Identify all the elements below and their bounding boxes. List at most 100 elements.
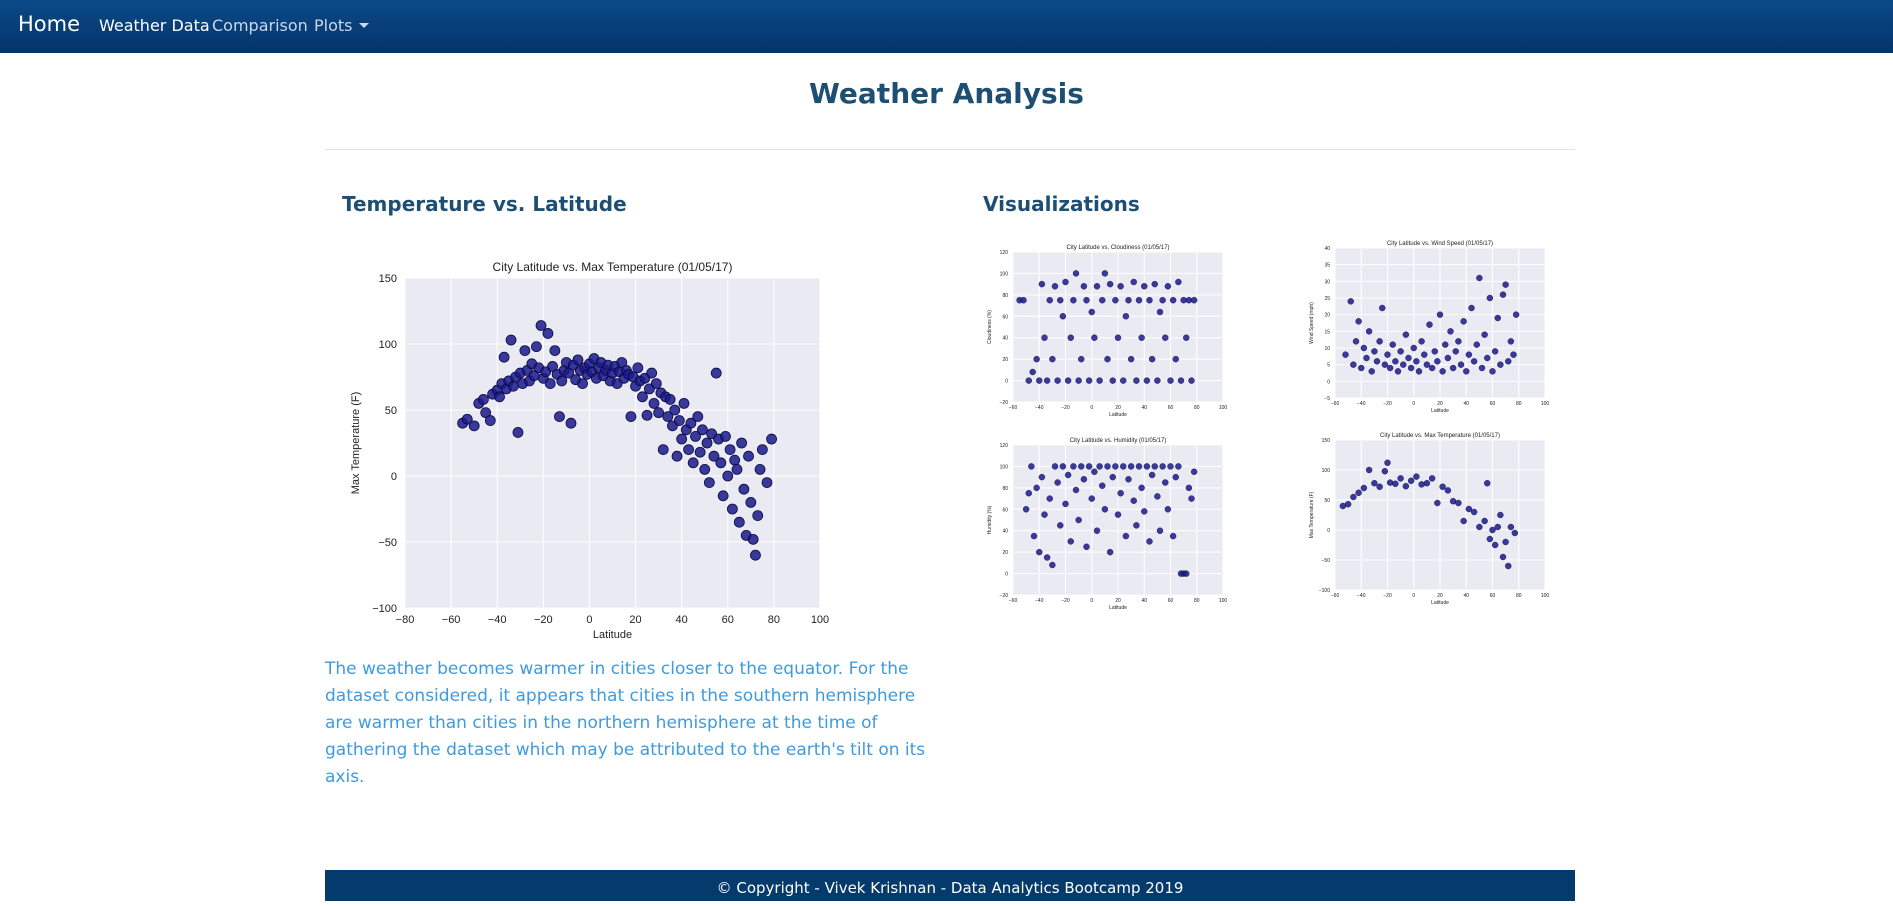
scatter-point [726,503,738,515]
scatter-point [1133,522,1140,529]
scatter-point [1484,354,1491,362]
scatter-point [1410,344,1417,352]
scatter-point [1083,543,1090,550]
scatter-point [1413,358,1420,365]
scatter-point [1148,355,1156,363]
scatter-point [745,496,757,508]
temperature-heading: Temperature vs. Latitude [342,192,627,216]
scatter-point [1499,553,1507,561]
scatter-point [1172,355,1179,363]
scatter-point [1491,348,1499,355]
chart-title: City Latitude vs. Cloudiness (01/05/17) [1066,245,1169,251]
y-tick-label: 30 [1324,279,1330,285]
cloudiness-chart-thumbnail[interactable]: −60 −40 −20 0 20 40 60 80 100 −20 0 20 40 60 80 100 120 C… [983,242,1228,417]
y-axis-label: Wind Speed (mph) [1309,302,1315,344]
scatter-point [756,444,768,456]
scatter-point [1400,361,1407,368]
chart-title: City Latitude vs. Wind Speed (01/05/17) [1387,241,1493,247]
scatter-point [1365,466,1373,474]
scatter-point [1392,358,1399,365]
scatter-point [1162,479,1169,486]
scatter-point [1151,280,1158,288]
scatter-point [1156,308,1164,316]
x-tick-label: −60 [1009,405,1018,411]
max-temperature-chart-thumbnail[interactable]: −60 −40 −20 0 20 40 60 80 100 −100 −50 0 50 100 150 Cit… [1305,430,1550,605]
scatter-point [1029,368,1036,376]
scatter-point [480,407,492,419]
scatter-point [1051,463,1059,470]
scatter-point [648,397,660,409]
nav-weather-data-link[interactable]: Weather Data [99,16,210,35]
y-tick-label: 20 [1324,313,1330,319]
scatter-point [650,378,662,390]
x-tick-label: 100 [1219,405,1228,411]
scatter-point [1342,351,1349,358]
scatter-point [563,367,575,379]
scatter-point [544,378,556,390]
scatter-point [710,367,722,379]
scatter-point [1494,314,1501,322]
scatter-point [701,437,713,449]
navbar: Home Weather Data Comparison Plots [0,0,1893,53]
scatter-point [572,354,584,366]
y-axis-label: Cloudiness (%) [987,310,993,344]
scatter-point [1190,297,1198,304]
scatter-point [1486,294,1494,302]
scatter-point [1350,493,1357,501]
scatter-point [1423,361,1431,368]
footer: © Copyright - Vivek Krishnan - Data Anal… [325,870,1575,901]
scatter-point [1072,270,1080,277]
chart-title: City Latitude vs. Max Temperature (01/05… [1380,433,1500,439]
scatter-point [535,320,547,331]
x-tick-label: −60 [442,614,461,626]
scatter-point [1125,297,1132,304]
scatter-point [1460,517,1467,525]
scatter-point [1502,281,1509,288]
scatter-point [1062,278,1069,286]
humidity-chart-thumbnail[interactable]: −60 −40 −20 0 20 40 60 80 100 −20 0 20 40 60 80 100 120 C… [983,435,1228,610]
scatter-point [1468,304,1475,312]
scatter-point [1381,468,1389,475]
scatter-point [1169,532,1177,540]
wind-speed-chart-thumbnail[interactable]: −60 −40 −20 0 20 40 60 80 100 −5 0 5 10 15 20 25 30 35 40 C… [1305,238,1550,413]
x-tick-label: 0 [1090,598,1093,604]
scatter-point [1358,364,1365,372]
x-tick-label: 60 [1168,405,1174,411]
scatter-point [519,345,531,356]
scatter-point [1381,361,1389,368]
scatter-point [1505,562,1512,570]
y-tick-label: 20 [1002,550,1008,556]
scatter-point [1085,463,1093,470]
scatter-point [1046,495,1053,502]
scatter-point [1355,489,1362,496]
scatter-point [1478,364,1486,372]
scatter-point [1133,377,1140,384]
scatter-point [1442,341,1449,348]
scatter-point [1457,361,1465,368]
scatter-point [1384,351,1391,358]
x-axis-label: Latitude [593,629,632,641]
x-tick-label: 0 [1090,405,1093,411]
scatter-point [1489,526,1496,534]
scatter-point [1175,278,1182,286]
scatter-point [1489,368,1496,375]
scatter-point [1117,490,1124,497]
scatter-point [1038,473,1046,481]
nav-comparison-link[interactable]: Comparison [212,16,308,35]
scatter-point [1125,476,1132,483]
x-tick-label: 80 [768,614,780,626]
scatter-point [1146,538,1153,545]
y-tick-label: −20 [1000,593,1009,599]
scatter-point [1350,361,1357,368]
nav-plots-dropdown[interactable]: Plots [314,16,369,35]
scatter-point [1088,308,1095,316]
scatter-point [1138,334,1145,341]
y-tick-label: 35 [1324,263,1330,269]
scatter-point [766,433,777,445]
scatter-point [699,463,711,475]
scatter-point [1122,313,1130,320]
scatter-point [1093,527,1101,534]
nav-home-link[interactable]: Home [18,12,81,36]
scatter-point [1041,334,1048,341]
scatter-point [1164,283,1172,290]
